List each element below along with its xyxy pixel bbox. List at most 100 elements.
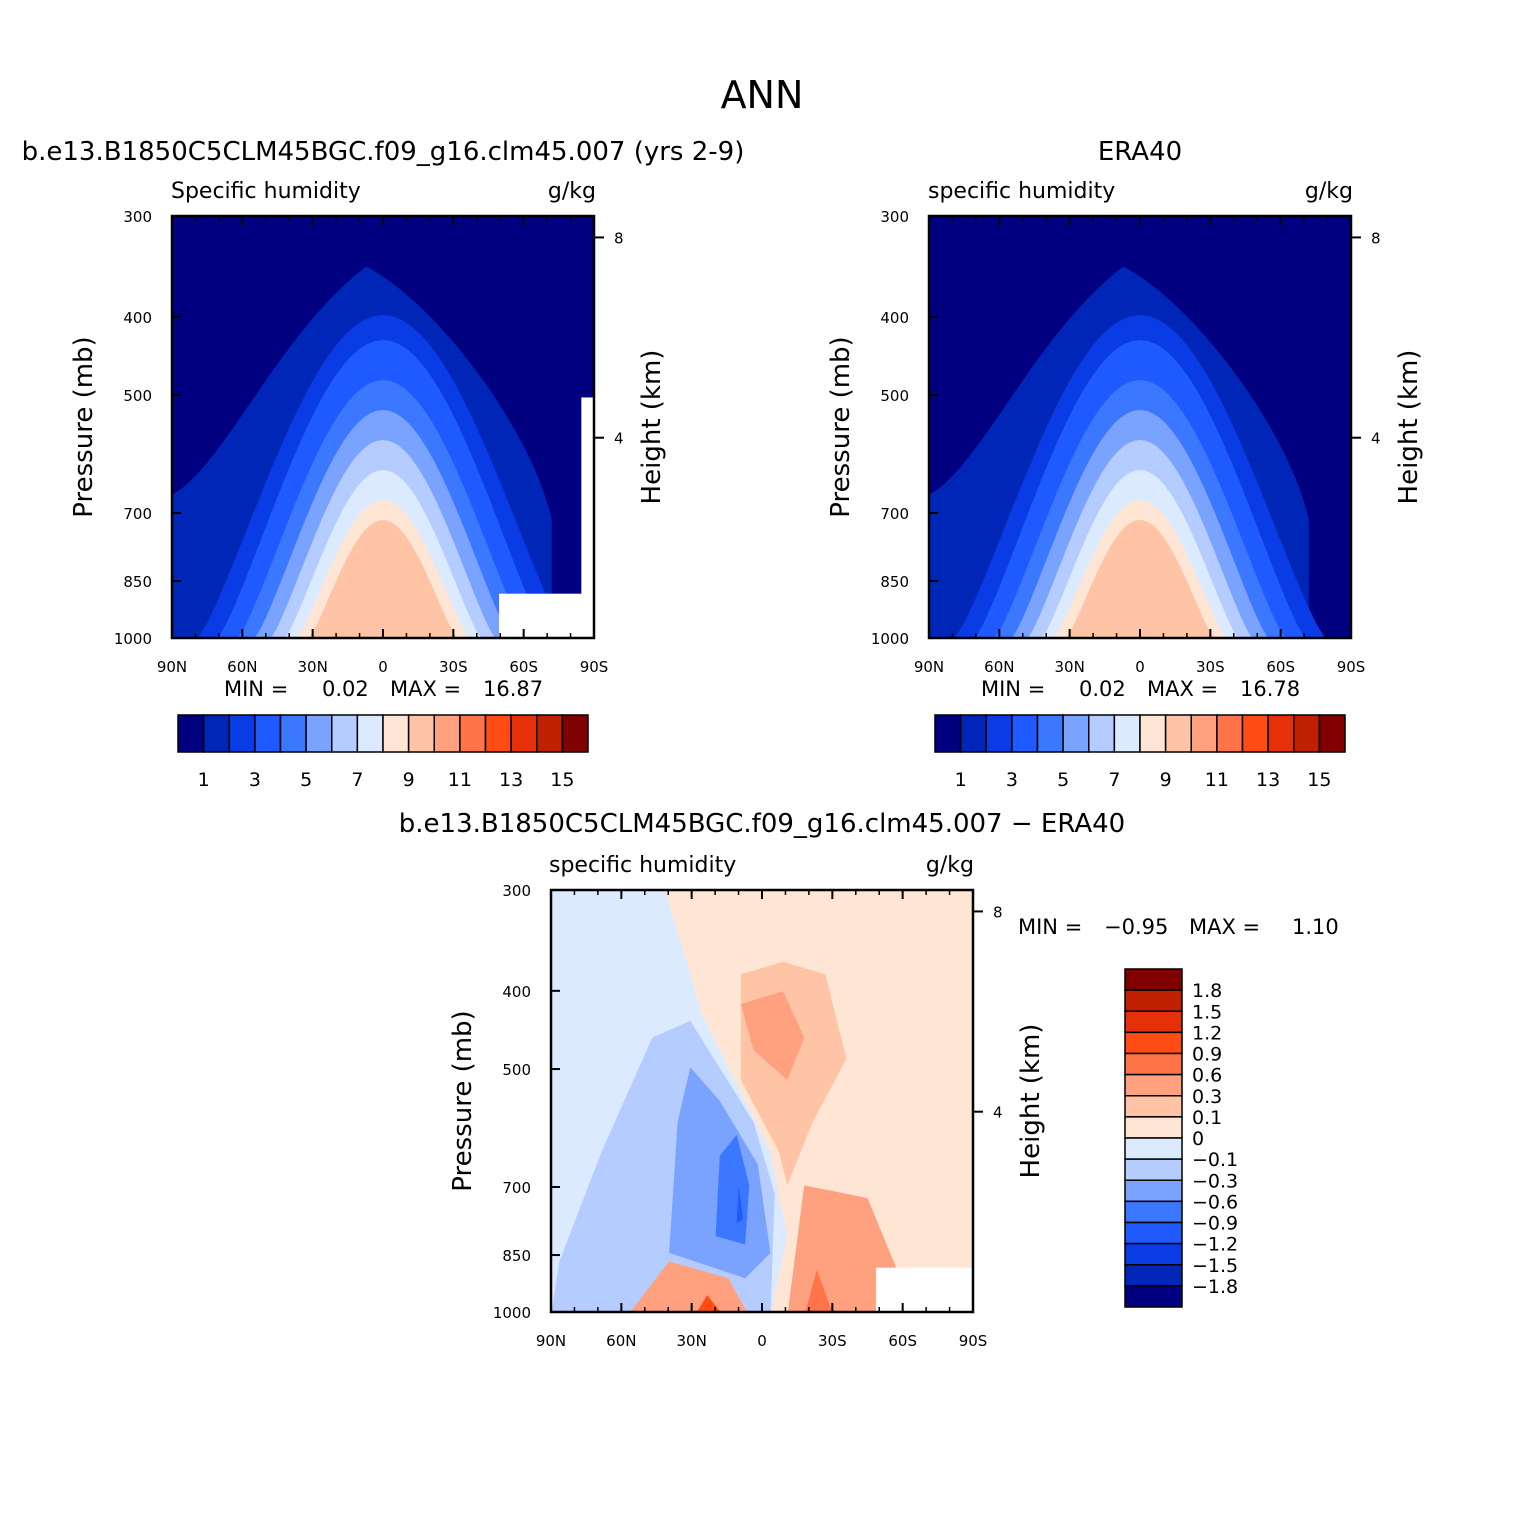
colorbar-box — [1062, 714, 1090, 753]
contour-layers — [172, 216, 594, 638]
colorbar-label: 7 — [351, 769, 363, 791]
max-value: 16.87 — [483, 677, 543, 701]
colorbar-box — [1190, 714, 1218, 753]
colorbar-box — [1124, 1137, 1183, 1160]
colorbar-label: 1.2 — [1192, 1022, 1222, 1044]
panel-obs: ERA40 specific humidity g/kg 90N 60N 30N 0 3… — [826, 137, 1424, 791]
y-tick-label: 500 — [502, 1061, 531, 1079]
colorbar-label: 15 — [550, 769, 574, 791]
colorbar-box — [1011, 714, 1039, 753]
max-label: MAX = — [390, 677, 461, 701]
diff-level-pos-0.6 — [805, 1269, 833, 1312]
colorbar-label: 0 — [1192, 1128, 1204, 1150]
diff-level-pos-0.3 — [740, 991, 805, 1080]
colorbar-box — [433, 714, 461, 753]
colorbar-box — [1124, 1221, 1183, 1245]
colorbar-label: −1.8 — [1192, 1276, 1238, 1298]
colorbar-label: −1.2 — [1192, 1234, 1238, 1256]
panel-title: b.e13.B1850C5CLM45BGC.f09_g16.clm45.007 … — [22, 137, 745, 167]
y-tick-label: 850 — [502, 1247, 531, 1265]
colorbar-box — [305, 714, 333, 753]
colorbar-box — [1124, 1200, 1183, 1224]
colorbar-label: 13 — [1256, 769, 1280, 791]
missing-data-region — [499, 593, 594, 638]
colorbar-label: 1 — [955, 769, 967, 791]
x-tick-label: 60N — [227, 658, 257, 676]
panel-diff: b.e13.B1850C5CLM45BGC.f09_g16.clm45.007 … — [399, 809, 1339, 1350]
left-string: Specific humidity — [171, 179, 361, 204]
max-value: 1.10 — [1292, 915, 1339, 939]
x-tick-label: 30N — [1055, 658, 1085, 676]
y-tick-label: 700 — [123, 505, 152, 523]
min-value: 0.02 — [1079, 677, 1126, 701]
colorbar-label: 0.1 — [1192, 1107, 1222, 1129]
y-axis-title: Pressure (mb) — [448, 1010, 478, 1191]
colorbar-box — [1124, 1158, 1183, 1181]
colorbar-label: 0.6 — [1192, 1065, 1222, 1087]
colorbar-label: −0.9 — [1192, 1213, 1238, 1235]
colorbar-box — [1124, 1116, 1183, 1139]
colorbar-box — [1139, 714, 1167, 753]
colorbar-label: 1 — [198, 769, 210, 791]
colorbar-box — [382, 714, 410, 753]
colorbar-label: 0.9 — [1192, 1044, 1222, 1066]
colorbar-label: 15 — [1307, 769, 1331, 791]
y-tick-label: 1000 — [871, 630, 909, 648]
min-value: 0.02 — [322, 677, 369, 701]
colorbar-box — [1267, 714, 1295, 753]
colorbar-label: 3 — [1006, 769, 1018, 791]
y2-tick-label: 4 — [614, 430, 624, 448]
x-tick-label: 60S — [509, 658, 538, 676]
y-tick-label: 1000 — [114, 630, 152, 648]
colorbar-box — [331, 714, 359, 753]
y-tick-label: 300 — [880, 208, 909, 226]
x-tick-label: 30S — [1196, 658, 1225, 676]
y2-tick-label: 8 — [1371, 229, 1381, 247]
colorbar-label: −0.1 — [1192, 1149, 1238, 1171]
colorbar-box — [202, 714, 230, 753]
colorbar-label: 13 — [499, 769, 523, 791]
colorbar-box — [510, 714, 538, 753]
colorbar-label: −0.6 — [1192, 1191, 1238, 1213]
y-tick-label: 1000 — [493, 1304, 531, 1322]
colorbar-box — [934, 714, 962, 753]
colorbar-box — [536, 714, 564, 753]
colorbar-label: 9 — [1160, 769, 1172, 791]
contour-layers — [551, 890, 973, 1312]
x-tick-label: 90S — [580, 658, 609, 676]
x-tick-label: 30S — [818, 1332, 847, 1350]
y-tick-label: 300 — [502, 882, 531, 900]
y-tick-label: 850 — [880, 573, 909, 591]
y-tick-label: 700 — [880, 505, 909, 523]
colorbar-box — [1124, 1242, 1183, 1266]
units-label: g/kg — [926, 853, 974, 878]
contour-layers — [929, 216, 1351, 638]
colorbar-box — [1113, 714, 1141, 753]
y-axis-title: Pressure (mb) — [69, 336, 99, 517]
contour-field — [551, 890, 973, 1312]
colorbar-label: −0.3 — [1192, 1170, 1238, 1192]
y2-axis-title: Height (km) — [637, 350, 667, 505]
y2-tick-label: 8 — [993, 903, 1003, 921]
colorbar-box — [1293, 714, 1321, 753]
colorbar-box — [1124, 968, 1183, 991]
left-string: specific humidity — [549, 853, 736, 878]
axes: 90N 60N 30N 0 30S 60S 90S 300 400 500 700 850 1000 8 4 — [871, 208, 1381, 676]
x-tick-label: 60S — [1266, 658, 1295, 676]
y2-tick-label: 4 — [1371, 430, 1381, 448]
units-label: g/kg — [548, 179, 596, 204]
colorbar-box — [1124, 1031, 1183, 1055]
colorbar-box — [484, 714, 512, 753]
colorbar-box — [279, 714, 307, 753]
x-tick-label: 60N — [984, 658, 1014, 676]
colorbar-box — [1216, 714, 1244, 753]
max-label: MAX = — [1189, 915, 1260, 939]
y-tick-label: 400 — [880, 309, 909, 327]
x-tick-label: 0 — [1135, 658, 1145, 676]
colorbar-label: 0.3 — [1192, 1086, 1222, 1108]
colorbar-box — [959, 714, 987, 753]
colorbar-box — [1124, 1179, 1183, 1203]
colorbar-box — [177, 714, 205, 753]
colorbar-box — [356, 714, 384, 753]
colorbar-label: 3 — [249, 769, 261, 791]
